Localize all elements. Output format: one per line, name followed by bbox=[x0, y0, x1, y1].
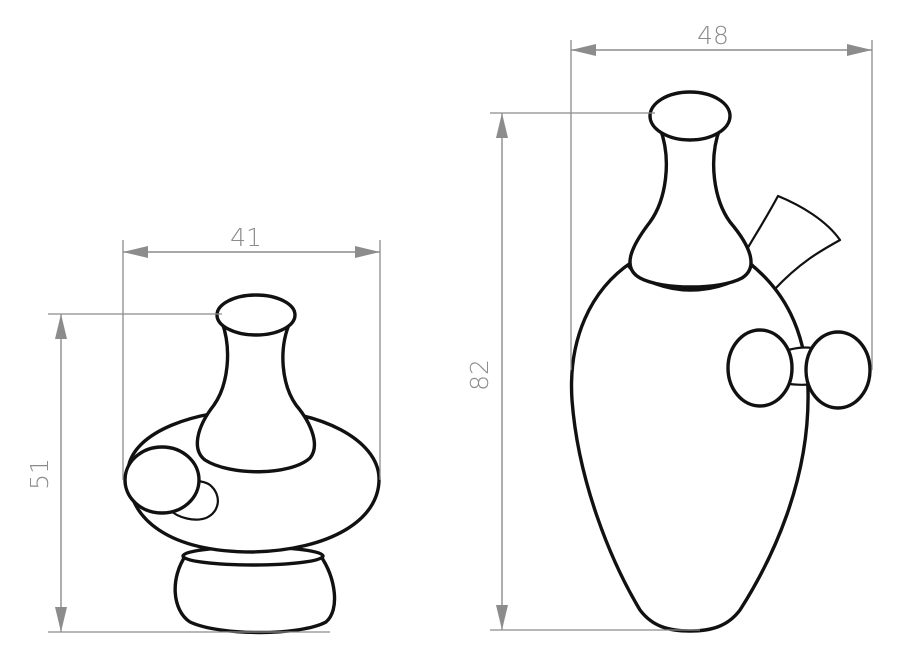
left-vase-mouth bbox=[215, 293, 297, 337]
right-vase-knob-right bbox=[804, 330, 872, 410]
right-width-label: 48 bbox=[697, 21, 729, 50]
left-vase-knob bbox=[123, 445, 201, 515]
left-vase-neck bbox=[195, 320, 316, 474]
left-vase bbox=[123, 293, 381, 635]
left-width-dimension: 41 bbox=[122, 223, 381, 480]
left-height-dimension: 51 bbox=[25, 313, 330, 633]
right-vase-body bbox=[569, 260, 810, 633]
right-vase-knob-left bbox=[726, 328, 794, 408]
right-height-dimension: 82 bbox=[465, 112, 700, 631]
right-vase-mouth bbox=[648, 90, 732, 142]
right-vase bbox=[569, 90, 872, 633]
right-vase-spout-rim bbox=[777, 195, 841, 241]
right-height-label: 82 bbox=[465, 359, 494, 391]
left-height-label: 51 bbox=[25, 458, 54, 490]
right-width-dimension: 48 bbox=[570, 21, 873, 370]
left-width-label: 41 bbox=[230, 223, 262, 252]
right-vase-neck bbox=[628, 126, 753, 289]
